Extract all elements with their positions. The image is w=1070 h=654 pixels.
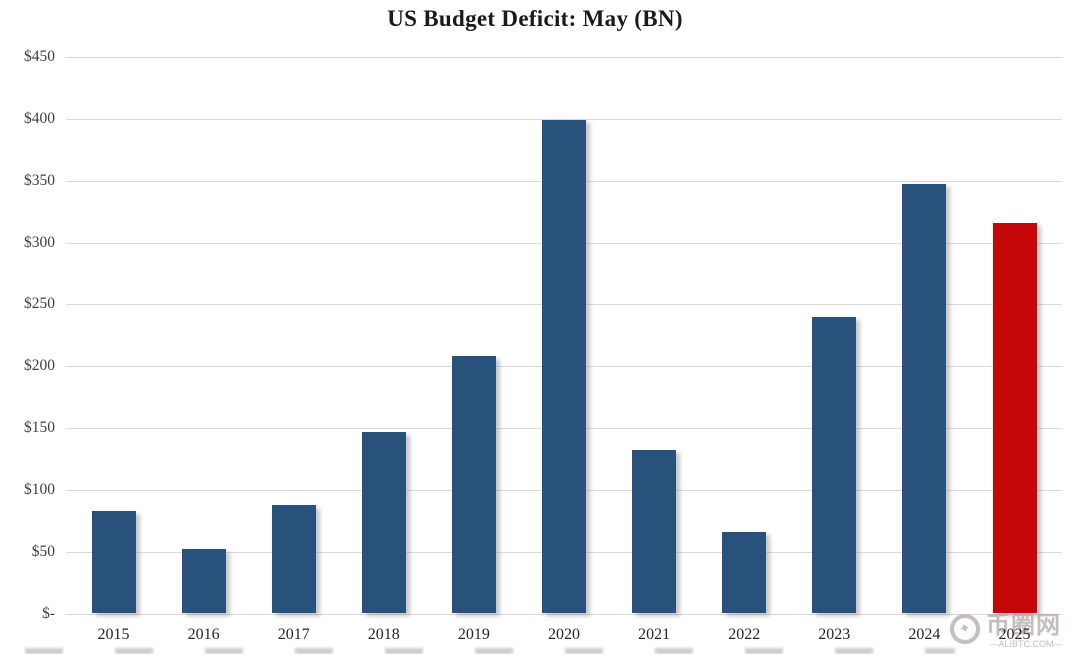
x-tick-label-2024: 2024 (908, 626, 941, 643)
bar-2015 (91, 510, 136, 614)
x-tick-label-2018: 2018 (367, 626, 400, 643)
y-tick-label: $450 (24, 48, 55, 65)
bar-2017 (271, 504, 316, 614)
chart-title: US Budget Deficit: May (BN) (387, 6, 683, 31)
bar-2025 (992, 222, 1037, 614)
y-tick-label: $300 (24, 233, 55, 251)
x-tick-label-2015: 2015 (97, 626, 130, 643)
gridline (66, 57, 1062, 58)
y-tick-label: $50 (31, 542, 55, 560)
x-tick-label-2017: 2017 (277, 626, 310, 643)
y-tick-label: $- (42, 604, 55, 622)
y-tick-label: $400 (24, 109, 55, 127)
bar-2019 (451, 356, 496, 614)
y-tick-label: $150 (24, 419, 55, 436)
bar-2018 (361, 431, 406, 614)
gridline (66, 118, 1062, 120)
y-tick-label: $350 (24, 171, 55, 189)
x-tick-label-2019: 2019 (457, 626, 490, 643)
x-tick-label-2016: 2016 (187, 626, 220, 643)
bar-2022 (722, 531, 767, 614)
bar-2021 (632, 450, 677, 614)
x-tick-label-2025: 2025 (998, 626, 1031, 643)
bar-2023 (812, 316, 857, 614)
x-tick-label-2023: 2023 (818, 626, 851, 643)
x-tick-label-2021: 2021 (638, 626, 671, 643)
y-tick-label: $200 (24, 357, 55, 375)
y-tick-label: $100 (24, 480, 55, 498)
bar-2020 (542, 120, 586, 614)
cropped-text-artifact (25, 648, 955, 654)
x-axis-line (66, 613, 1062, 615)
y-tick-label: $250 (24, 295, 55, 313)
bar-2024 (902, 184, 947, 614)
x-tick-label-2020: 2020 (548, 626, 580, 643)
x-tick-label-2022: 2022 (728, 626, 761, 643)
bar-2016 (181, 549, 226, 614)
